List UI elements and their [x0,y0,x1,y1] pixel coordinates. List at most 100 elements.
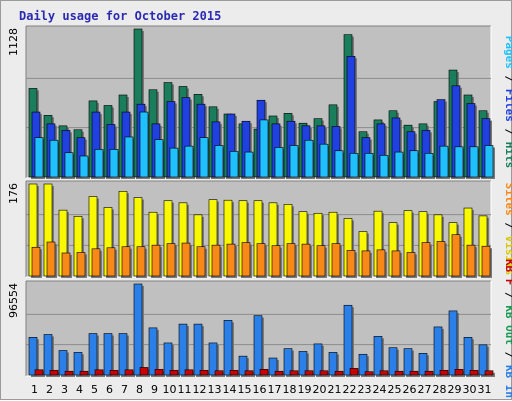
bar-kb-f-day-14 [229,369,239,376]
bar-kb-f-day-19 [304,370,314,376]
bar-kb-in-day-13 [208,342,218,376]
bar-pages-day-23 [364,153,374,178]
bar-kb-in-day-22 [343,304,353,376]
bar-sites-day-11 [181,242,191,277]
bar-kb-in-day-24 [373,336,383,376]
legend-part: / [503,216,512,236]
bar-kb-in-day-6 [103,333,113,376]
x-tick-label-day-28: 28 [433,383,447,396]
bar-sites-day-21 [331,243,341,277]
bar-kb-in-day-18 [283,348,293,376]
bar-sites-day-26 [406,252,416,277]
x-tick-label-day-15: 15 [238,383,252,396]
x-tick-label-day-27: 27 [418,383,432,396]
x-tick-label-day-18: 18 [283,383,297,396]
bar-kb-f-day-17 [274,370,284,376]
x-tick-label-day-13: 13 [208,383,222,396]
legend-part: / [503,69,512,89]
bar-sites-day-8 [136,246,146,277]
bar-pages-day-14 [229,151,239,178]
bar-kb-in-day-26 [403,348,413,376]
bar-kb-f-day-29 [454,369,464,376]
bar-pages-day-7 [124,136,134,178]
x-tick-label-day-25: 25 [388,383,402,396]
bar-pages-day-21 [334,150,344,178]
bar-pages-day-6 [109,149,119,178]
bar-pages-day-22 [349,153,359,178]
panel-2-legend: Sites / Visits [503,183,512,276]
bar-kb-in-day-29 [448,310,458,376]
bar-kb-in-day-19 [298,351,308,376]
bar-kb-in-day-4 [73,352,83,376]
bar-kb-in-day-31 [478,344,488,376]
bar-sites-day-30 [466,244,476,277]
bar-pages-day-11 [184,145,194,178]
bar-pages-day-27 [424,153,434,178]
panel-2-max-label: 176 [7,183,20,204]
x-tick-label-day-31: 31 [478,383,492,396]
bar-kb-in-day-2 [43,334,53,376]
bar-kb-f-day-13 [214,370,224,376]
bar-kb-f-day-15 [244,370,254,376]
bar-sites-day-7 [121,246,131,277]
bar-kb-in-day-11 [178,323,188,376]
bar-kb-in-day-14 [223,320,233,376]
x-tick-label-day-16: 16 [253,383,267,396]
bar-kb-in-day-10 [163,342,173,376]
bar-pages-day-19 [304,139,314,178]
bar-kb-f-day-2 [49,369,59,376]
bar-pages-day-16 [259,119,269,178]
bar-pages-day-18 [289,145,299,178]
bar-kb-f-day-9 [154,369,164,376]
bar-pages-day-30 [469,146,479,178]
x-tick-label-day-4: 4 [76,383,83,396]
legend-part: / [503,122,512,142]
x-tick-label-day-19: 19 [298,383,312,396]
bar-kb-in-day-21 [328,352,338,376]
bar-kb-in-day-30 [463,337,473,376]
bar-kb-in-day-28 [433,326,443,376]
bar-sites-day-13 [211,244,221,277]
bar-kb-in-day-1 [28,337,38,376]
bar-kb-in-day-20 [313,343,323,376]
x-tick-label-day-12: 12 [193,383,207,396]
legend-part: Files [503,89,512,122]
bar-sites-day-28 [436,241,446,277]
bar-kb-f-day-24 [379,370,389,376]
bar-pages-day-13 [214,145,224,178]
bar-kb-in-day-9 [148,327,158,376]
bar-sites-day-23 [361,250,371,277]
bar-kb-f-day-6 [109,369,119,376]
x-tick-label-day-29: 29 [448,383,462,396]
bar-pages-day-1 [34,137,44,178]
panel-1-max-label: 1128 [7,28,20,56]
x-tick-label-day-21: 21 [328,383,342,396]
x-tick-label-day-1: 1 [31,383,38,396]
x-tick-label-day-10: 10 [163,383,177,396]
bar-kb-f-day-22 [349,368,359,376]
bar-pages-day-29 [454,146,464,178]
panel-1-legend: Pages / Files / Hits [503,36,512,169]
bar-pages-day-28 [439,145,449,178]
bar-kb-f-day-1 [34,369,44,376]
legend-part: / [503,345,512,365]
x-tick-label-day-7: 7 [121,383,128,396]
bar-pages-day-3 [64,152,74,178]
x-tick-label-day-8: 8 [136,383,143,396]
bar-sites-day-25 [391,250,401,277]
legend-part: KB F [503,259,512,286]
bar-kb-in-day-17 [268,357,278,376]
bar-sites-day-31 [481,245,491,277]
bar-kb-f-day-21 [334,370,344,376]
x-tick-label-day-24: 24 [373,383,387,396]
bar-sites-day-29 [451,234,461,277]
chart-title: Daily usage for October 2015 [19,9,221,23]
bar-pages-day-5 [94,149,104,178]
bar-pages-day-8 [139,111,149,178]
bar-kb-f-day-23 [364,371,374,376]
panel-3-max-label: 96554 [7,283,20,318]
bar-sites-day-6 [106,247,116,277]
x-tick-label-day-3: 3 [61,383,68,396]
bar-kb-in-day-12 [193,323,203,376]
